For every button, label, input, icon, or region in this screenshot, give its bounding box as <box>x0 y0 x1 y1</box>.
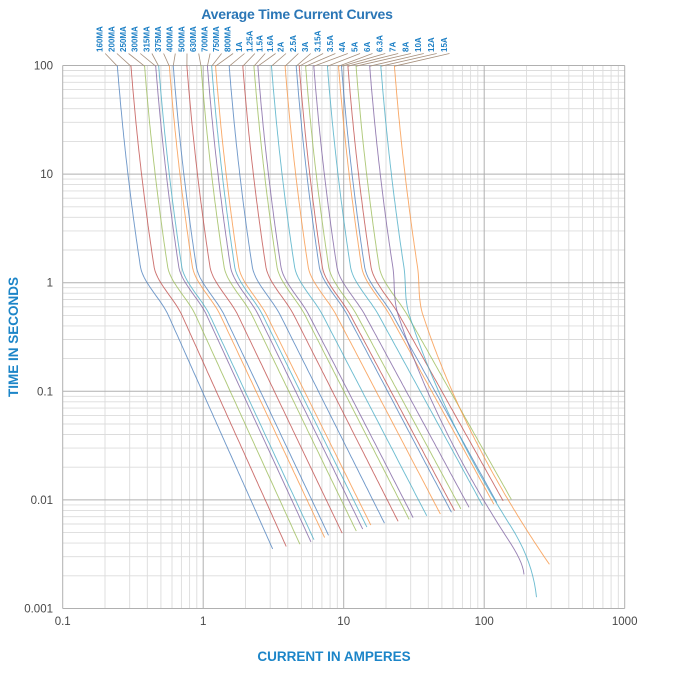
svg-text:5A: 5A <box>351 42 360 52</box>
svg-text:10A: 10A <box>414 37 423 52</box>
svg-text:500MA: 500MA <box>177 26 186 52</box>
svg-text:1: 1 <box>200 616 206 628</box>
svg-text:0.01: 0.01 <box>31 495 53 507</box>
svg-text:2.5A: 2.5A <box>289 35 298 52</box>
svg-text:7A: 7A <box>389 42 398 52</box>
svg-text:3A: 3A <box>301 42 310 52</box>
svg-text:15A: 15A <box>440 37 449 52</box>
svg-text:6A: 6A <box>363 42 372 52</box>
svg-text:0.1: 0.1 <box>55 616 71 628</box>
svg-text:8A: 8A <box>401 42 410 52</box>
svg-text:1.25A: 1.25A <box>245 30 254 52</box>
svg-text:3.15A: 3.15A <box>314 30 323 52</box>
svg-text:1: 1 <box>47 278 53 290</box>
svg-text:700MA: 700MA <box>201 26 210 52</box>
svg-text:200MA: 200MA <box>107 26 116 52</box>
svg-text:TIME IN SECONDS: TIME IN SECONDS <box>6 277 21 397</box>
svg-text:400MA: 400MA <box>166 26 175 52</box>
svg-text:4A: 4A <box>338 42 347 52</box>
svg-text:0.1: 0.1 <box>37 386 53 398</box>
svg-text:630MA: 630MA <box>189 26 198 52</box>
svg-text:1.6A: 1.6A <box>266 35 275 52</box>
svg-text:10: 10 <box>337 616 350 628</box>
svg-text:Average Time Current Curves: Average Time Current Curves <box>201 6 393 22</box>
svg-text:750MA: 750MA <box>212 26 221 52</box>
svg-text:1000: 1000 <box>612 616 638 628</box>
svg-text:12A: 12A <box>427 37 436 52</box>
svg-text:0.001: 0.001 <box>24 604 53 616</box>
svg-text:2A: 2A <box>276 42 285 52</box>
svg-text:300MA: 300MA <box>131 26 140 52</box>
svg-text:3.5A: 3.5A <box>326 35 335 52</box>
svg-text:315MA: 315MA <box>142 26 151 52</box>
svg-text:800MA: 800MA <box>224 26 233 52</box>
svg-text:10: 10 <box>40 169 53 181</box>
svg-text:1.5A: 1.5A <box>256 35 265 52</box>
svg-text:1A: 1A <box>235 42 244 52</box>
svg-text:250MA: 250MA <box>119 26 128 52</box>
svg-text:6.3A: 6.3A <box>376 35 385 52</box>
svg-text:375MA: 375MA <box>154 26 163 52</box>
svg-text:100: 100 <box>475 616 494 628</box>
svg-text:100: 100 <box>34 61 53 73</box>
svg-text:CURRENT IN AMPERES: CURRENT IN AMPERES <box>257 649 410 664</box>
svg-text:160MA: 160MA <box>96 26 105 52</box>
